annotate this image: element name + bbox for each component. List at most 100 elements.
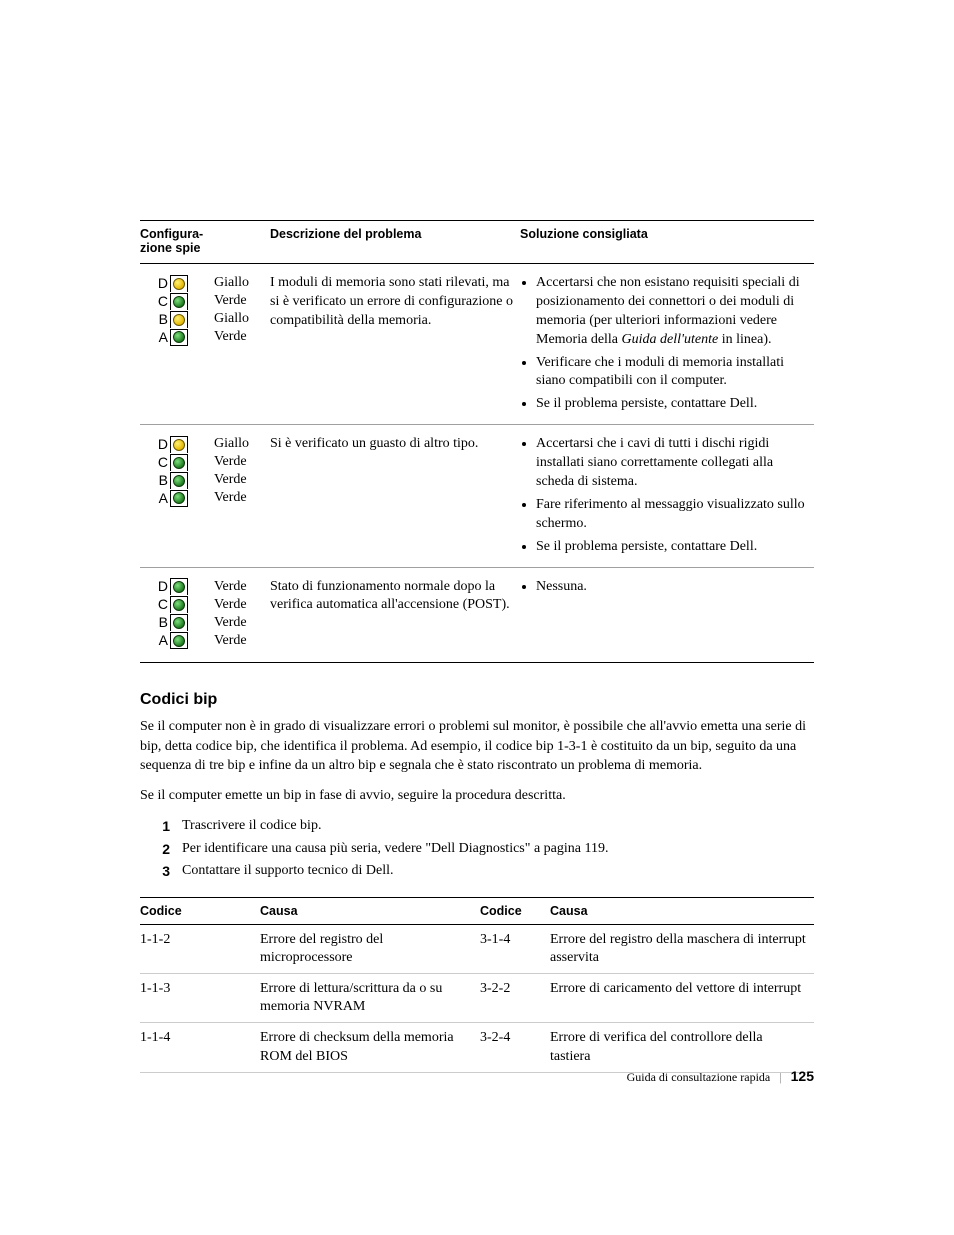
page-footer: Guida di consultazione rapida | 125 (627, 1068, 814, 1085)
light-color-label: Giallo (214, 310, 264, 328)
light-color-label: Verde (214, 328, 264, 346)
verde-led-icon (173, 457, 185, 469)
verde-led-icon (173, 635, 185, 647)
beep-code: 1-1-2 (140, 924, 260, 973)
solution-cell: Accertarsi che non esistano requisiti sp… (520, 264, 814, 425)
light-row: B (154, 310, 188, 328)
table-row: DCBAGialloVerdeVerdeVerdeSi è verificato… (140, 425, 814, 567)
col-header-config: Configura-zione spie (140, 221, 270, 264)
table-row: 1-1-2Errore del registro del microproces… (140, 924, 814, 973)
solution-item: Verificare che i moduli di memoria insta… (536, 354, 808, 392)
light-color-label: Verde (214, 292, 264, 310)
page: Configura-zione spie Descrizione del pro… (0, 0, 954, 1235)
problem-description: Si è verificato un guasto di altro tipo. (270, 425, 520, 567)
light-letter: A (154, 328, 170, 347)
light-letter: B (154, 613, 170, 632)
light-color-label: Verde (214, 471, 264, 489)
solution-list: Accertarsi che i cavi di tutti i dischi … (520, 435, 808, 556)
light-row: C (154, 453, 188, 471)
solution-item: Se il problema persiste, contattare Dell… (536, 395, 808, 414)
col-header-desc: Descrizione del problema (270, 221, 520, 264)
col-header-sol: Soluzione consigliata (520, 221, 814, 264)
table-row: DCBAVerdeVerdeVerdeVerdeStato di funzion… (140, 567, 814, 662)
giallo-led-icon (173, 314, 185, 326)
light-row: B (154, 614, 188, 632)
light-row: A (154, 489, 188, 507)
beep-cause: Errore di checksum della memoria ROM del… (260, 1023, 480, 1072)
step: 2Per identificare una causa più seria, v… (140, 838, 814, 860)
beep-cause: Errore del registro della maschera di in… (550, 924, 814, 973)
light-letter: A (154, 631, 170, 650)
solution-cell: Nessuna. (520, 567, 814, 662)
light-color-label: Verde (214, 632, 264, 650)
light-box (170, 614, 188, 631)
light-row: A (154, 632, 188, 650)
light-diagram: DCBA (154, 274, 188, 346)
light-color-label: Giallo (214, 274, 264, 292)
solution-item: Accertarsi che i cavi di tutti i dischi … (536, 435, 808, 492)
steps-list: 1Trascrivere il codice bip.2Per identifi… (140, 815, 814, 882)
beep-col-codice-1: Codice (140, 897, 260, 924)
light-letter: C (154, 292, 170, 311)
verde-led-icon (173, 475, 185, 487)
footer-page-number: 125 (791, 1068, 814, 1084)
problem-description: Stato di funzionamento normale dopo la v… (270, 567, 520, 662)
light-box (170, 329, 188, 346)
light-box (170, 293, 188, 310)
light-letter: D (154, 274, 170, 293)
light-box (170, 472, 188, 489)
verde-led-icon (173, 296, 185, 308)
light-letter: A (154, 489, 170, 508)
solution-item: Se il problema persiste, contattare Dell… (536, 538, 808, 557)
verde-led-icon (173, 331, 185, 343)
beep-code: 3-2-2 (480, 973, 550, 1022)
giallo-led-icon (173, 278, 185, 290)
section-title: Codici bip (140, 691, 814, 709)
light-labels-cell: GialloVerdeVerdeVerde (214, 425, 270, 567)
verde-led-icon (173, 492, 185, 504)
light-diagram: DCBA (154, 435, 188, 507)
light-color-label: Verde (214, 489, 264, 507)
beep-code: 3-2-4 (480, 1023, 550, 1072)
light-color-label: Verde (214, 614, 264, 632)
light-row: D (154, 578, 188, 596)
light-box (170, 436, 188, 453)
beep-code: 1-1-3 (140, 973, 260, 1022)
section-para-1: Se il computer non è in grado di visuali… (140, 717, 814, 776)
verde-led-icon (173, 617, 185, 629)
light-box (170, 275, 188, 292)
light-row: C (154, 292, 188, 310)
light-letter: B (154, 310, 170, 329)
light-color-label: Giallo (214, 435, 264, 453)
table-row: DCBAGialloVerdeGialloVerdeI moduli di me… (140, 264, 814, 425)
light-labels-cell: GialloVerdeGialloVerde (214, 264, 270, 425)
light-diagram-cell: DCBA (140, 264, 214, 425)
table-row: 1-1-4Errore di checksum della memoria RO… (140, 1023, 814, 1072)
light-box (170, 490, 188, 507)
solution-item: Accertarsi che non esistano requisiti sp… (536, 274, 808, 350)
footer-label: Guida di consultazione rapida (627, 1070, 771, 1084)
step-number: 3 (140, 860, 182, 882)
beep-code: 1-1-4 (140, 1023, 260, 1072)
verde-led-icon (173, 599, 185, 611)
footer-separator: | (779, 1070, 781, 1084)
section-para-2: Se il computer emette un bip in fase di … (140, 786, 814, 806)
solution-item: Fare riferimento al messaggio visualizza… (536, 496, 808, 534)
light-row: C (154, 596, 188, 614)
light-box (170, 596, 188, 613)
light-row: D (154, 435, 188, 453)
giallo-led-icon (173, 439, 185, 451)
light-diagram-cell: DCBA (140, 425, 214, 567)
light-box (170, 632, 188, 649)
light-labels-cell: VerdeVerdeVerdeVerde (214, 567, 270, 662)
light-color-label: Verde (214, 453, 264, 471)
light-letter: B (154, 471, 170, 490)
light-diagram-cell: DCBA (140, 567, 214, 662)
light-row: B (154, 471, 188, 489)
beep-col-causa-1: Causa (260, 897, 480, 924)
step-text: Contattare il supporto tecnico di Dell. (182, 860, 394, 882)
step-text: Trascrivere il codice bip. (182, 815, 321, 837)
light-row: D (154, 274, 188, 292)
solution-cell: Accertarsi che i cavi di tutti i dischi … (520, 425, 814, 567)
light-letter: D (154, 577, 170, 596)
